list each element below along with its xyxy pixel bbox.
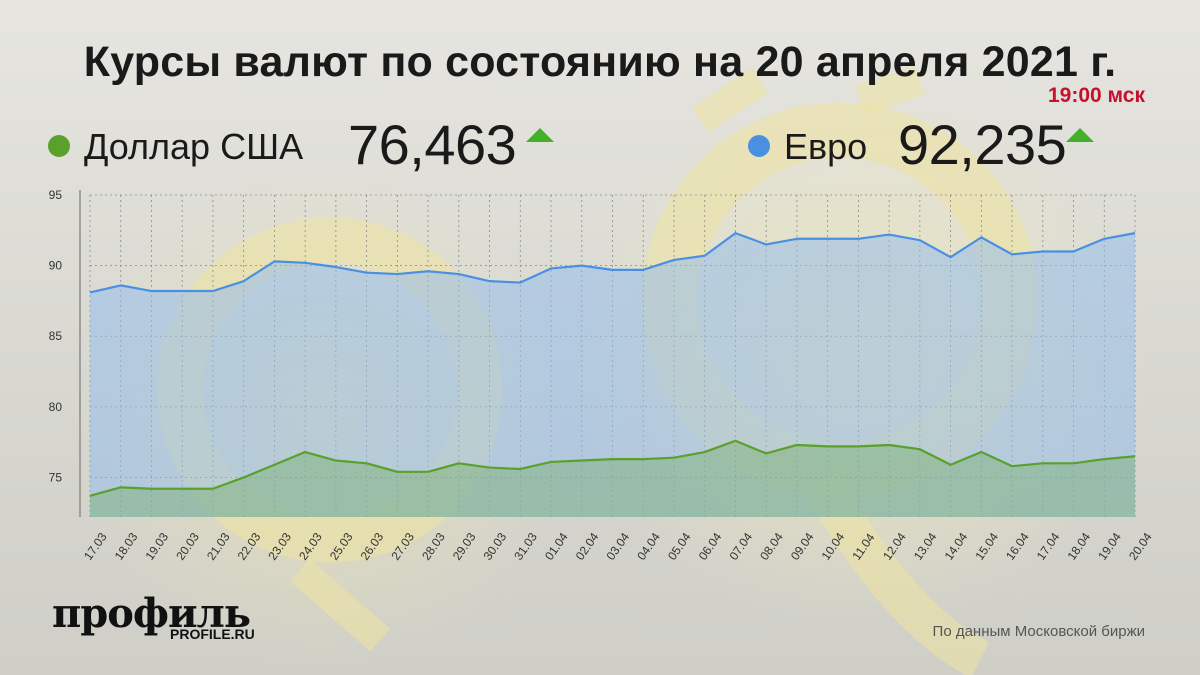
x-tick-label: 08.04 [757, 530, 786, 563]
x-tick-label: 09.04 [788, 530, 817, 563]
trend-up-icon [526, 128, 554, 142]
x-tick-label: 29.03 [450, 530, 479, 563]
x-tick-label: 10.04 [819, 530, 848, 563]
eur-dot-icon [748, 135, 770, 157]
x-tick-label: 20.03 [173, 530, 202, 563]
x-tick-label: 07.04 [726, 530, 755, 563]
series-line [89, 439, 1136, 497]
usd-value: 76,463 [348, 113, 517, 176]
x-tick-label: 27.03 [388, 530, 417, 563]
x-tick-label: 12.04 [880, 530, 909, 563]
usd-dot-icon [48, 135, 70, 157]
x-tick-label: 26.03 [358, 530, 387, 563]
y-tick-label: 75 [49, 470, 63, 484]
logo: профиль [52, 590, 251, 637]
x-tick-label: 28.03 [419, 530, 448, 563]
x-tick-label: 16.04 [1003, 530, 1032, 563]
x-tick-label: 21.03 [204, 530, 233, 563]
eur-value: 92,235 [898, 113, 1067, 176]
x-tick-label: 01.04 [542, 530, 571, 563]
x-tick-label: 19.03 [142, 530, 171, 563]
x-tick-label: 13.04 [911, 530, 940, 563]
x-tick-label: 18.04 [1065, 530, 1094, 563]
x-tick-label: 18.03 [112, 530, 141, 563]
x-tick-label: 14.04 [942, 530, 971, 563]
x-tick-label: 25.03 [327, 530, 356, 563]
trend-up-icon [1066, 128, 1094, 142]
y-tick-label: 95 [49, 188, 63, 202]
x-tick-label: 03.04 [603, 530, 632, 563]
x-tick-label: 22.03 [235, 530, 264, 563]
y-tick-label: 80 [49, 400, 63, 414]
x-tick-label: 05.04 [665, 530, 694, 563]
source-note: По данным Московской биржи [932, 623, 1145, 640]
y-tick-label: 85 [49, 329, 63, 343]
x-tick-label: 20.04 [1126, 530, 1155, 563]
y-tick-label: 90 [49, 259, 63, 273]
series-line [89, 232, 1136, 294]
x-tick-label: 11.04 [849, 531, 877, 563]
x-tick-label: 02.04 [573, 530, 602, 563]
page-title: Курсы валют по состоянию на 20 апреля 20… [83, 38, 1117, 86]
x-tick-label: 30.03 [481, 530, 510, 563]
timestamp: 19:00 мск [1048, 84, 1145, 107]
x-tick-label: 06.04 [696, 530, 725, 563]
series-area [90, 440, 1135, 517]
x-tick-label: 15.04 [972, 530, 1001, 563]
x-tick-label: 19.04 [1095, 530, 1124, 563]
x-tick-label: 04.04 [634, 530, 663, 563]
x-tick-label: 24.03 [296, 530, 325, 563]
x-tick-label: 31.03 [511, 530, 540, 563]
usd-label: Доллар США [84, 126, 304, 167]
x-tick-label: 17.03 [81, 530, 110, 563]
logo-subtitle: PROFILE.RU [170, 626, 255, 642]
x-tick-label: 17.04 [1034, 530, 1063, 563]
x-tick-label: 23.03 [265, 530, 294, 563]
eur-label: Евро [784, 126, 868, 167]
